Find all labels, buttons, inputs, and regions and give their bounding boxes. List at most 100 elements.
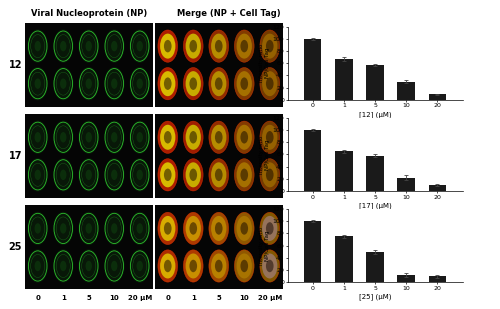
Text: 25: 25	[8, 242, 22, 252]
Text: 12: 12	[8, 60, 22, 70]
Ellipse shape	[215, 40, 222, 52]
Ellipse shape	[78, 121, 99, 154]
Ellipse shape	[104, 121, 124, 154]
Ellipse shape	[266, 168, 274, 181]
Ellipse shape	[160, 71, 176, 96]
Ellipse shape	[262, 216, 278, 241]
Ellipse shape	[260, 159, 280, 191]
Ellipse shape	[60, 261, 66, 271]
Ellipse shape	[111, 223, 117, 234]
X-axis label: [25] (μM): [25] (μM)	[359, 294, 391, 300]
Ellipse shape	[60, 132, 66, 142]
Ellipse shape	[111, 41, 117, 51]
Ellipse shape	[266, 260, 274, 272]
Text: Merge (NP + Cell Tag): Merge (NP + Cell Tag)	[177, 9, 281, 19]
Ellipse shape	[136, 261, 143, 271]
Ellipse shape	[262, 253, 278, 278]
Ellipse shape	[60, 41, 66, 51]
Text: 1: 1	[61, 295, 66, 301]
Ellipse shape	[86, 261, 92, 271]
Ellipse shape	[86, 223, 92, 234]
Ellipse shape	[104, 29, 124, 63]
Ellipse shape	[164, 131, 172, 143]
Ellipse shape	[53, 158, 74, 192]
Ellipse shape	[262, 162, 278, 187]
Ellipse shape	[136, 78, 143, 89]
Ellipse shape	[234, 30, 254, 62]
Bar	[366, 65, 384, 100]
Ellipse shape	[209, 159, 229, 191]
Ellipse shape	[211, 71, 226, 96]
Ellipse shape	[184, 67, 203, 100]
Bar	[336, 59, 352, 100]
Ellipse shape	[111, 78, 117, 89]
Ellipse shape	[234, 250, 254, 282]
Ellipse shape	[184, 159, 203, 191]
Ellipse shape	[158, 121, 178, 154]
Text: 17: 17	[8, 151, 22, 161]
Ellipse shape	[136, 223, 143, 234]
Ellipse shape	[78, 212, 99, 245]
Ellipse shape	[104, 212, 124, 245]
Ellipse shape	[60, 78, 66, 89]
Bar	[398, 82, 414, 100]
Ellipse shape	[262, 125, 278, 150]
Bar	[428, 276, 446, 282]
Ellipse shape	[111, 170, 117, 180]
Ellipse shape	[34, 41, 41, 51]
Ellipse shape	[28, 212, 48, 245]
X-axis label: [12] (μM): [12] (μM)	[358, 111, 392, 118]
Ellipse shape	[164, 222, 172, 235]
Ellipse shape	[28, 29, 48, 63]
Ellipse shape	[186, 162, 201, 187]
Ellipse shape	[86, 78, 92, 89]
Bar	[366, 156, 384, 191]
Ellipse shape	[86, 132, 92, 142]
Text: 10: 10	[110, 295, 119, 301]
Ellipse shape	[266, 40, 274, 52]
Ellipse shape	[104, 158, 124, 192]
Ellipse shape	[111, 261, 117, 271]
Ellipse shape	[53, 212, 74, 245]
Ellipse shape	[240, 131, 248, 143]
Ellipse shape	[130, 158, 150, 192]
Ellipse shape	[184, 250, 203, 282]
Ellipse shape	[260, 250, 280, 282]
Ellipse shape	[240, 168, 248, 181]
Text: 5: 5	[216, 295, 221, 301]
Ellipse shape	[160, 253, 176, 278]
Ellipse shape	[34, 261, 41, 271]
Ellipse shape	[34, 132, 41, 142]
Ellipse shape	[186, 71, 201, 96]
Ellipse shape	[266, 131, 274, 143]
Ellipse shape	[215, 77, 222, 90]
Ellipse shape	[53, 29, 74, 63]
Ellipse shape	[34, 223, 41, 234]
Ellipse shape	[164, 260, 172, 272]
Ellipse shape	[209, 30, 229, 62]
Ellipse shape	[260, 30, 280, 62]
Ellipse shape	[164, 40, 172, 52]
Bar	[428, 185, 446, 191]
Ellipse shape	[78, 249, 99, 283]
Ellipse shape	[78, 158, 99, 192]
Ellipse shape	[158, 67, 178, 100]
Bar	[304, 39, 322, 100]
Text: 20 μM: 20 μM	[128, 295, 152, 301]
Text: 0: 0	[36, 295, 40, 301]
Bar	[366, 252, 384, 282]
Ellipse shape	[130, 29, 150, 63]
Ellipse shape	[234, 212, 254, 245]
Ellipse shape	[136, 170, 143, 180]
Ellipse shape	[158, 212, 178, 245]
Ellipse shape	[184, 121, 203, 154]
Ellipse shape	[236, 34, 252, 59]
Ellipse shape	[190, 40, 197, 52]
Ellipse shape	[190, 168, 197, 181]
Text: Viral Nucleoprotein (NP): Viral Nucleoprotein (NP)	[30, 9, 147, 19]
Ellipse shape	[211, 216, 226, 241]
X-axis label: [17] (μM): [17] (μM)	[358, 202, 392, 209]
Ellipse shape	[136, 41, 143, 51]
Ellipse shape	[158, 159, 178, 191]
Ellipse shape	[78, 67, 99, 100]
